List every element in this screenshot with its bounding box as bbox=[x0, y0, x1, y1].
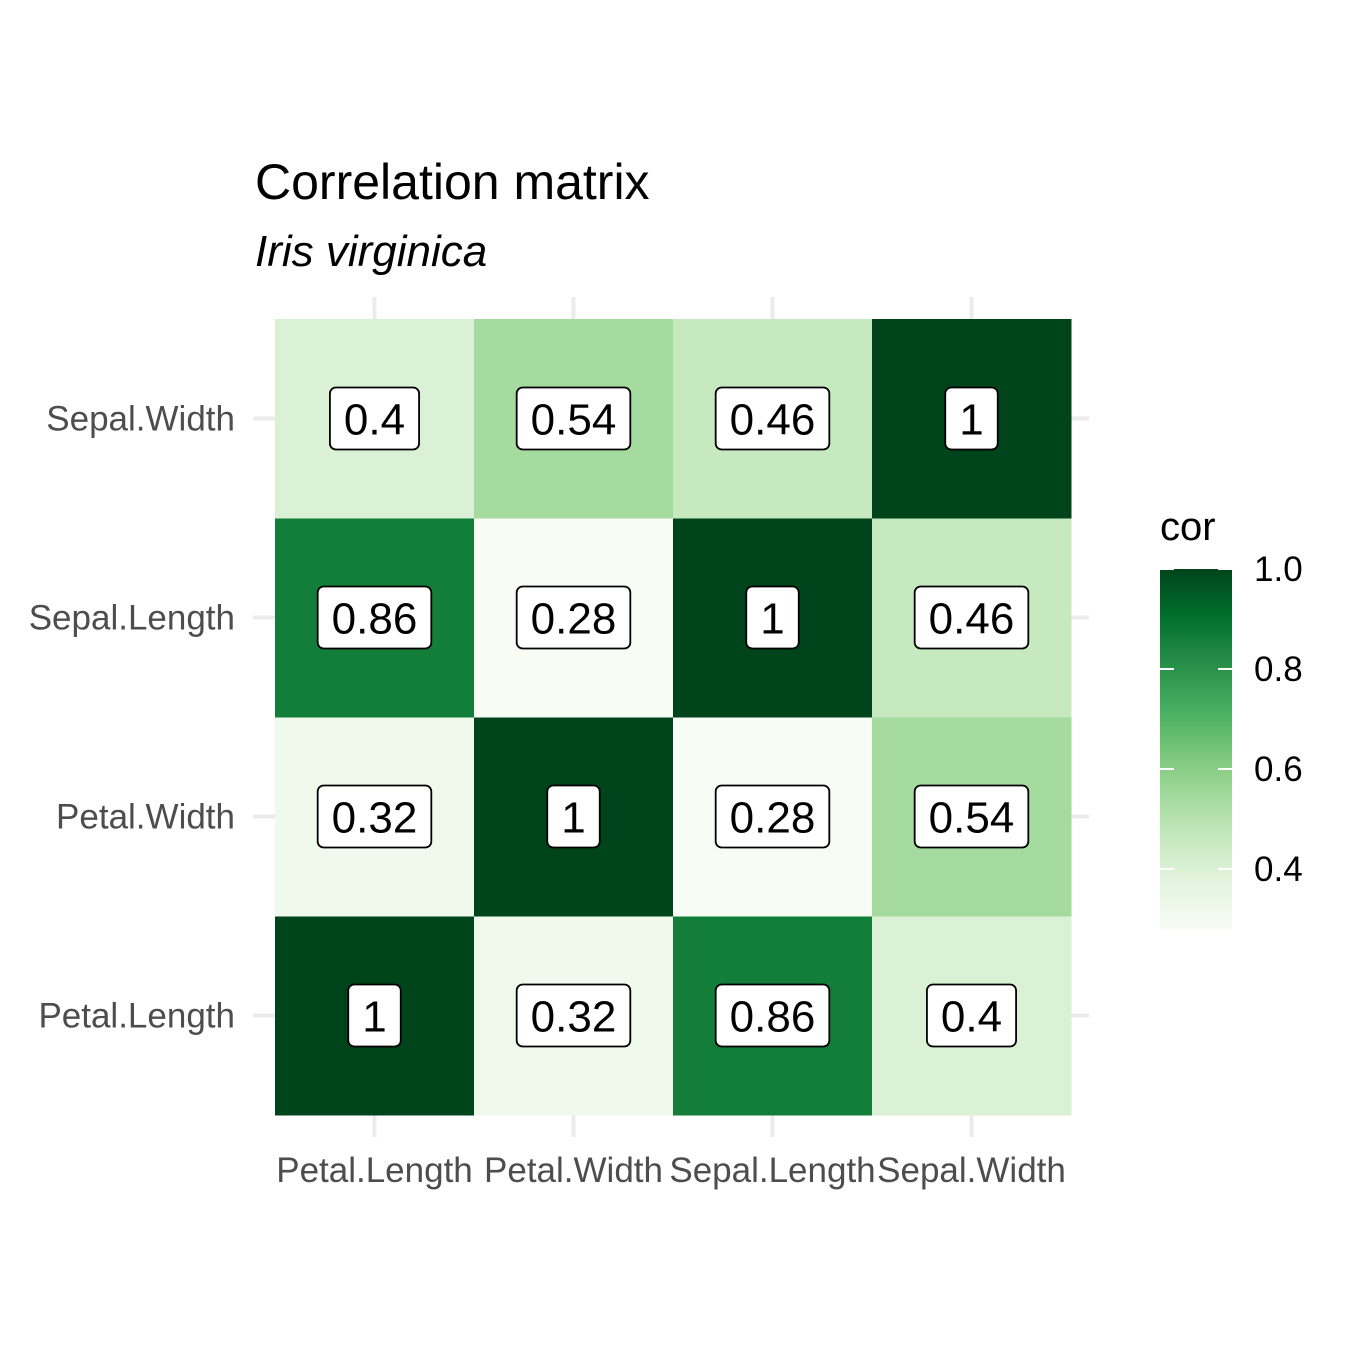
cell-value-text: 0.32 bbox=[332, 794, 418, 843]
cell-label-box bbox=[329, 386, 420, 451]
y-tick-label: Sepal.Width bbox=[46, 400, 235, 439]
cell-value-text: 0.4 bbox=[941, 993, 1002, 1042]
cell-value-text: 0.28 bbox=[730, 794, 816, 843]
legend-title: cor bbox=[1160, 505, 1216, 549]
cell-label: 0.86 bbox=[316, 585, 433, 650]
y-tick-label: Petal.Length bbox=[38, 997, 235, 1036]
cell-label-box bbox=[714, 386, 831, 451]
cell-value-text: 0.86 bbox=[332, 595, 418, 644]
y-tick-label: Sepal.Length bbox=[29, 599, 235, 638]
cell-label-box bbox=[515, 386, 632, 451]
legend-ticks: 0.4 0.6 0.8 1.0 bbox=[1160, 550, 1303, 889]
cell-label: 0.46 bbox=[714, 386, 831, 451]
cell-label: 0.4 bbox=[926, 983, 1017, 1048]
cell-label-box bbox=[316, 585, 433, 650]
legend-tick-label: 0.4 bbox=[1254, 850, 1303, 889]
x-tick-label: Sepal.Length bbox=[669, 1151, 875, 1190]
cell-label: 0.46 bbox=[913, 585, 1030, 650]
cell-value-text: 0.86 bbox=[730, 993, 816, 1042]
cell-value-text: 1 bbox=[959, 396, 983, 445]
cell-label-box bbox=[515, 585, 632, 650]
x-tick-label: Petal.Width bbox=[484, 1151, 663, 1190]
legend-tick-label: 1.0 bbox=[1254, 550, 1303, 589]
cell-label: 0.28 bbox=[714, 784, 831, 849]
cell-label-box bbox=[515, 983, 632, 1048]
cell-value-labels: 1 0.32 0.86 0.4 0.32 1 0.28 0.54 0.86 0.28 1 0.46 0.… bbox=[316, 386, 1030, 1048]
cell-label-box bbox=[347, 983, 402, 1048]
cell-value-text: 0.54 bbox=[929, 794, 1015, 843]
x-tick-label: Petal.Length bbox=[276, 1151, 473, 1190]
chart-title: Correlation matrix bbox=[255, 154, 650, 210]
cell-label: 0.28 bbox=[515, 585, 632, 650]
x-axis: Petal.Length Petal.Width Sepal.Length Sepal… bbox=[276, 1151, 1066, 1190]
y-tick-label: Petal.Width bbox=[56, 798, 235, 837]
cell-label-box bbox=[546, 784, 601, 849]
cell-label-box bbox=[913, 784, 1030, 849]
cell-label: 0.4 bbox=[329, 386, 420, 451]
cell-label: 0.32 bbox=[515, 983, 632, 1048]
cell-label: 1 bbox=[347, 983, 402, 1048]
cell-value-text: 0.54 bbox=[531, 396, 617, 445]
cell-value-text: 1 bbox=[362, 993, 386, 1042]
cell-value-text: 0.4 bbox=[344, 396, 405, 445]
cell-label-box bbox=[714, 784, 831, 849]
color-legend: cor 0.4 0.6 0.8 1.0 bbox=[1160, 505, 1303, 929]
y-axis: Petal.Length Petal.Width Sepal.Length Sepal… bbox=[29, 400, 235, 1036]
cell-label: 0.54 bbox=[515, 386, 632, 451]
cell-label: 0.86 bbox=[714, 983, 831, 1048]
cell-value-text: 0.28 bbox=[531, 595, 617, 644]
chart-subtitle: Iris virginica bbox=[255, 227, 487, 276]
legend-colorbar bbox=[1160, 569, 1232, 929]
cell-label-box bbox=[316, 784, 433, 849]
cell-label: 1 bbox=[745, 585, 800, 650]
cell-label: 1 bbox=[546, 784, 601, 849]
cell-label: 0.54 bbox=[913, 784, 1030, 849]
cell-value-text: 0.46 bbox=[730, 396, 816, 445]
cell-value-text: 1 bbox=[561, 794, 585, 843]
cell-label-box bbox=[714, 983, 831, 1048]
cell-label-box bbox=[745, 585, 800, 650]
cell-value-text: 1 bbox=[760, 595, 784, 644]
cell-label: 0.32 bbox=[316, 784, 433, 849]
x-tick-label: Sepal.Width bbox=[877, 1151, 1066, 1190]
cell-value-text: 0.32 bbox=[531, 993, 617, 1042]
cell-label-box bbox=[926, 983, 1017, 1048]
cell-label: 1 bbox=[944, 386, 999, 451]
cell-value-text: 0.46 bbox=[929, 595, 1015, 644]
legend-tick-label: 0.6 bbox=[1254, 750, 1303, 789]
legend-tick-label: 0.8 bbox=[1254, 650, 1303, 689]
cell-label-box bbox=[913, 585, 1030, 650]
cell-label-box bbox=[944, 386, 999, 451]
